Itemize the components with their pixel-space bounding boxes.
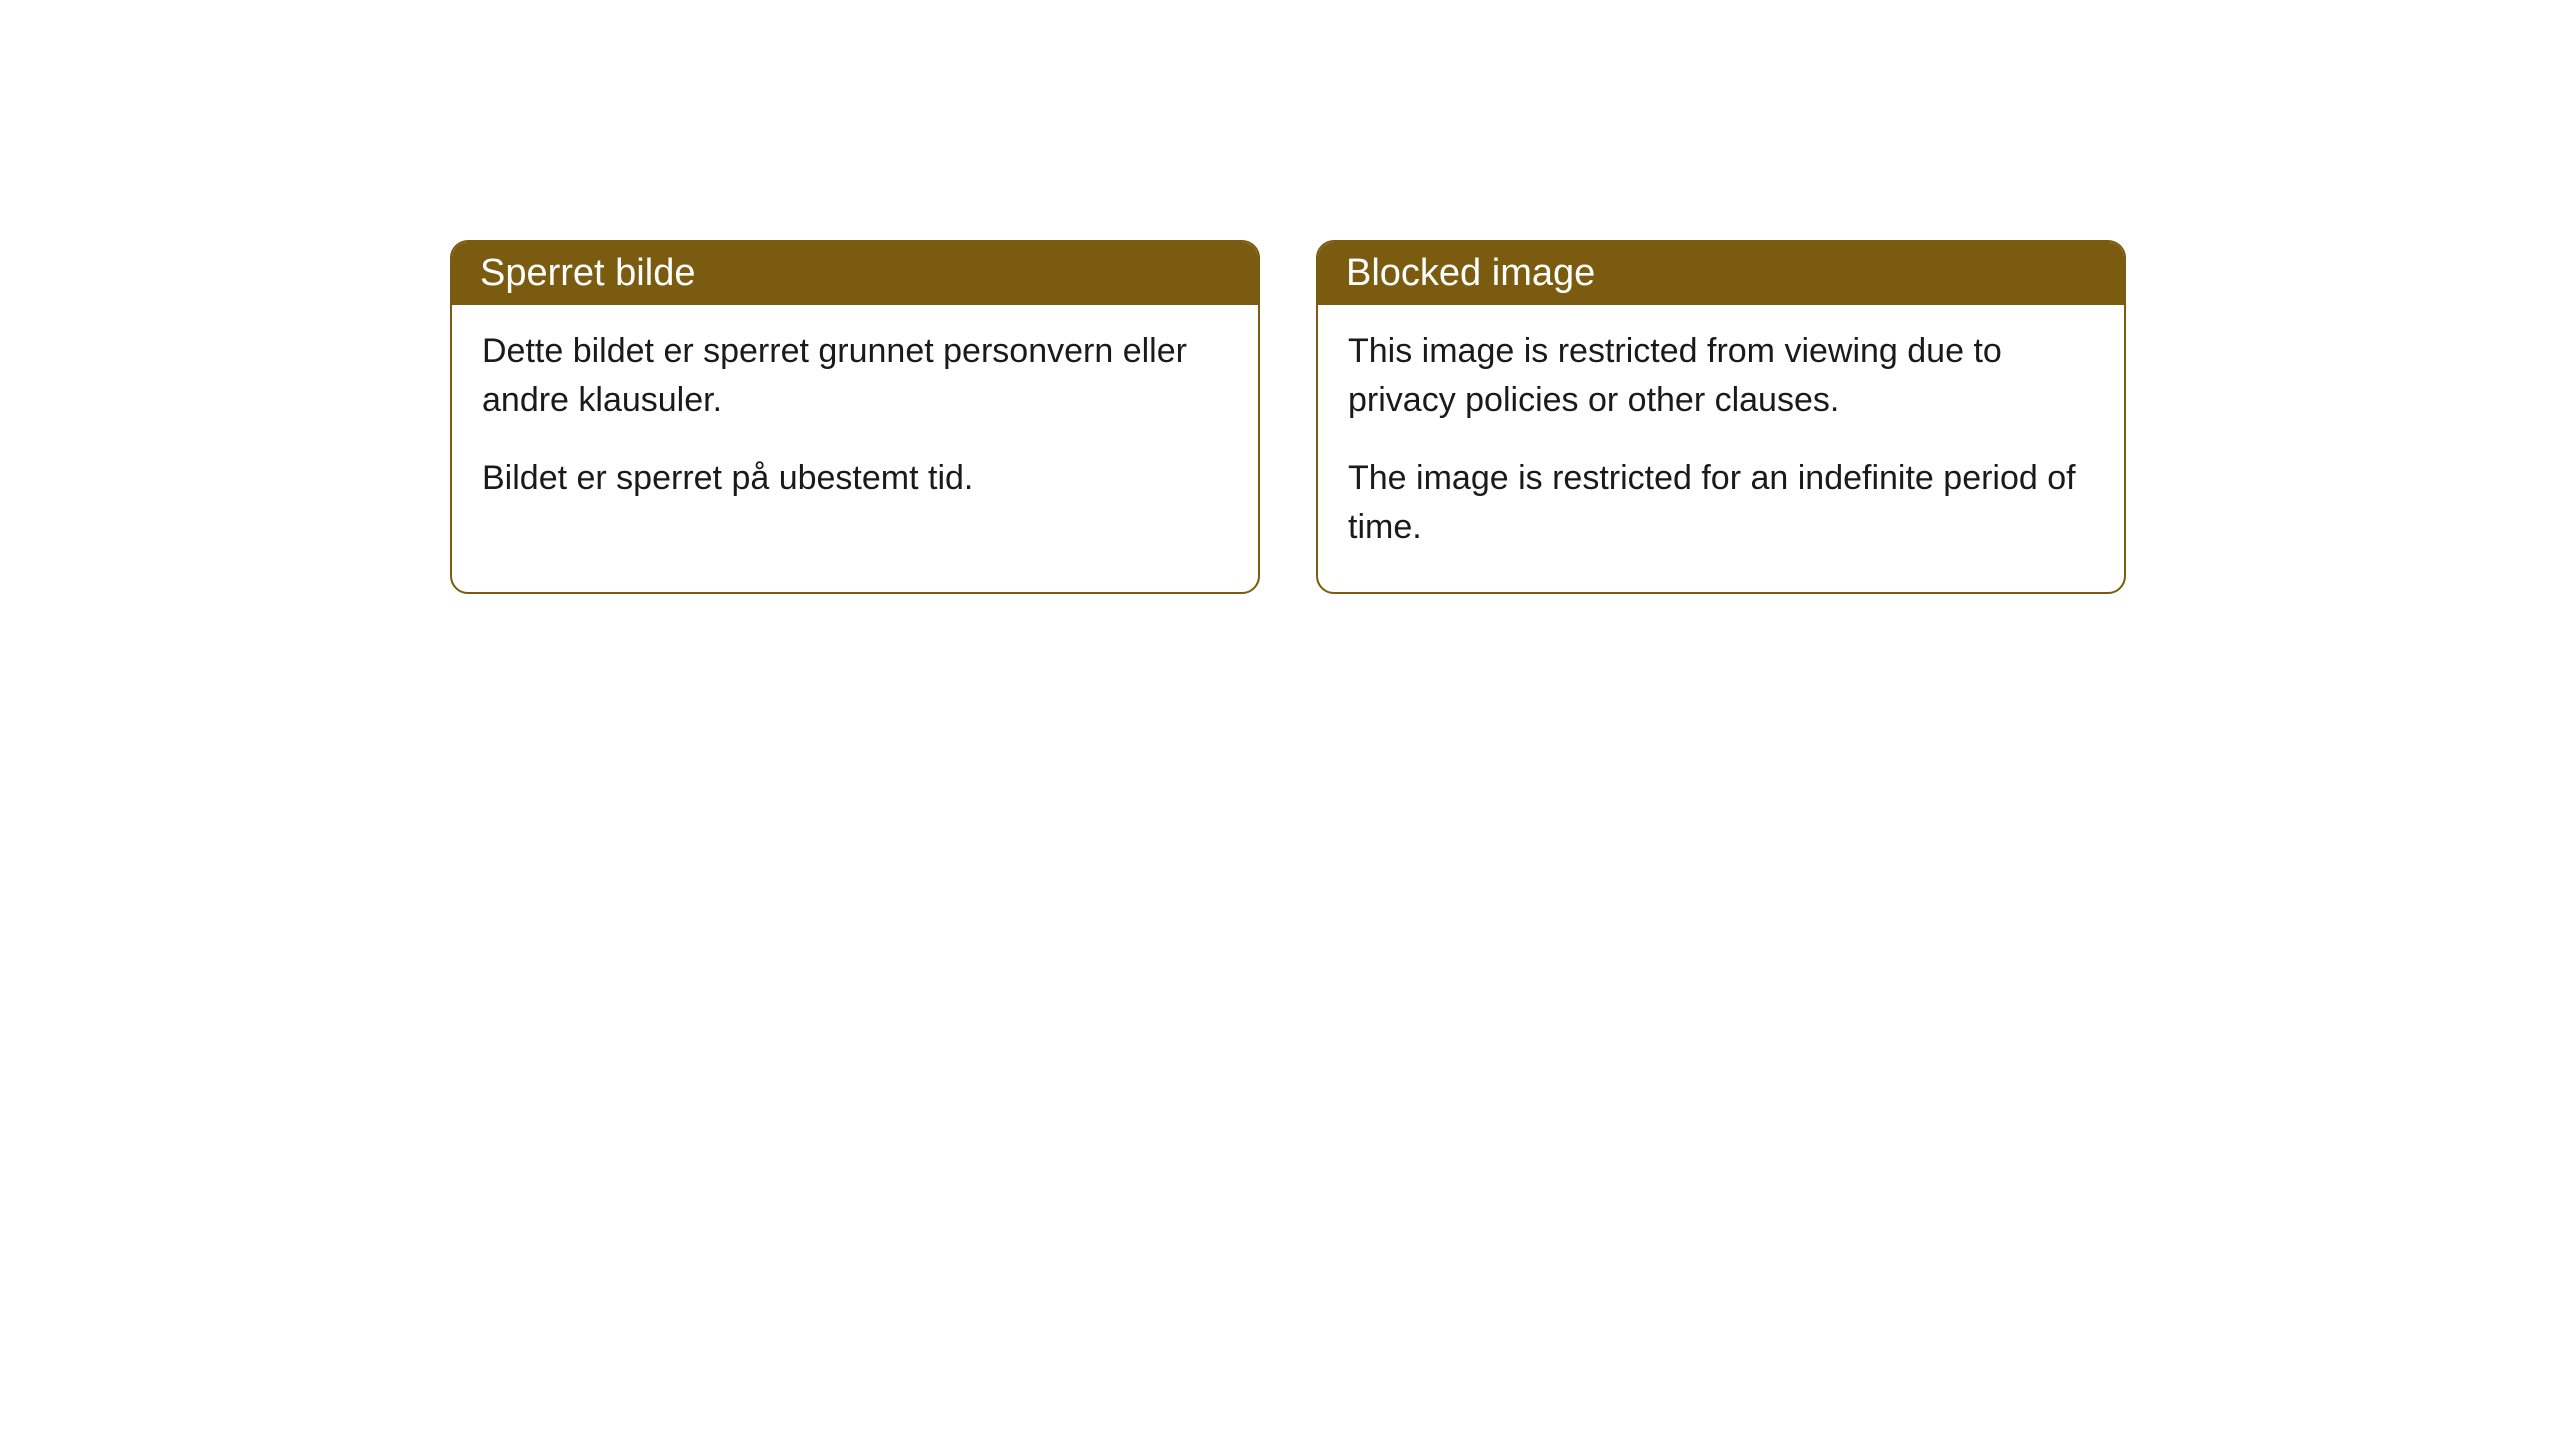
card-english: Blocked image This image is restricted f… xyxy=(1316,240,2126,594)
card-header-norwegian: Sperret bilde xyxy=(452,242,1258,305)
card-paragraph: Bildet er sperret på ubestemt tid. xyxy=(482,454,1228,503)
card-title: Sperret bilde xyxy=(480,252,695,294)
card-norwegian: Sperret bilde Dette bildet er sperret gr… xyxy=(450,240,1260,594)
card-header-english: Blocked image xyxy=(1318,242,2124,305)
card-paragraph: Dette bildet er sperret grunnet personve… xyxy=(482,327,1228,426)
card-body-english: This image is restricted from viewing du… xyxy=(1318,305,2124,592)
card-paragraph: The image is restricted for an indefinit… xyxy=(1348,454,2094,553)
card-title: Blocked image xyxy=(1346,252,1595,294)
card-body-norwegian: Dette bildet er sperret grunnet personve… xyxy=(452,305,1258,543)
card-paragraph: This image is restricted from viewing du… xyxy=(1348,327,2094,426)
cards-container: Sperret bilde Dette bildet er sperret gr… xyxy=(450,240,2126,594)
